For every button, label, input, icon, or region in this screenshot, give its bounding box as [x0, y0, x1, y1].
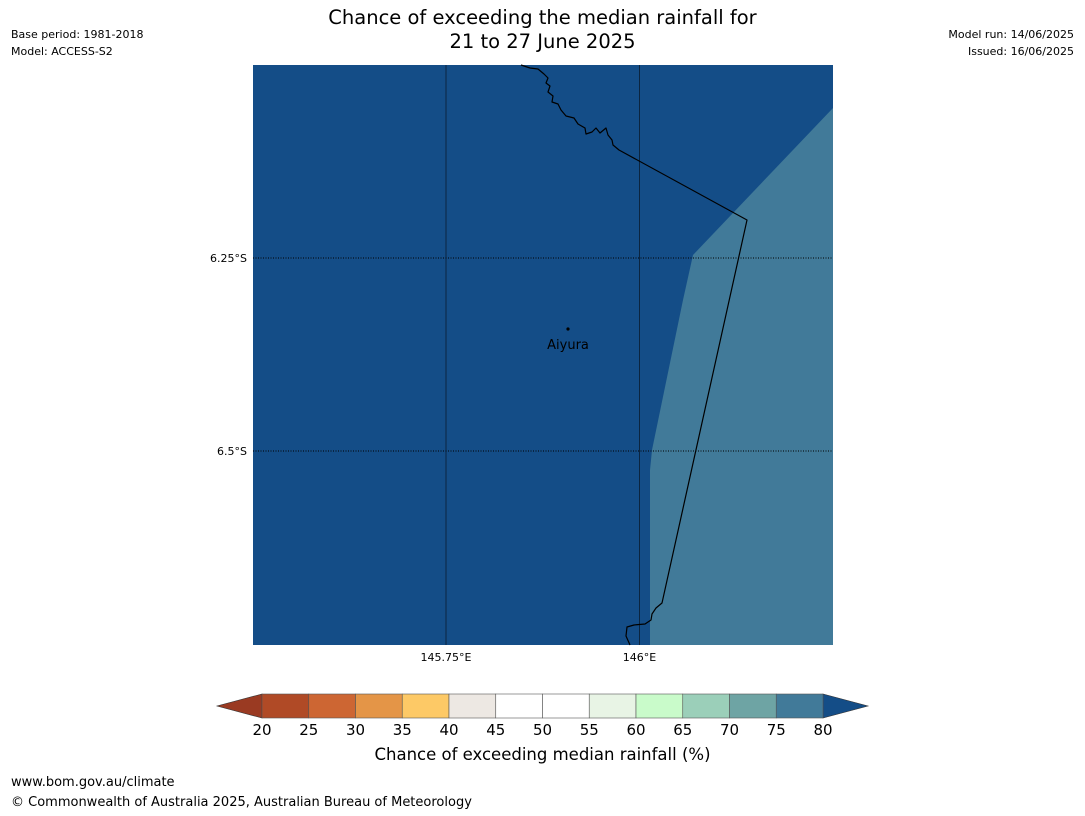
place-marker-dot [566, 327, 570, 331]
colorbar: 20 25 30 35 40 45 50 55 60 65 70 75 80 [215, 693, 870, 739]
colorbar-segment-40-45 [448, 693, 497, 719]
colorbar-label-75: 75 [767, 721, 786, 739]
colorbar-segment-25-30 [308, 693, 356, 719]
colorbar-segment-65-70 [682, 693, 730, 719]
colorbar-segment-20-25 [261, 693, 310, 719]
colorbar-tick-labels: 20 25 30 35 40 45 50 55 60 65 70 75 80 [252, 721, 832, 739]
lon-label-145-75: 145.75°E [421, 651, 472, 664]
probability-zone-70-75 [650, 108, 833, 645]
colorbar-over-triangle [822, 693, 870, 719]
colorbar-segment-70-75 [729, 693, 777, 719]
title-line-2: 21 to 27 June 2025 [449, 30, 636, 53]
title-line-1: Chance of exceeding the median rainfall … [328, 6, 757, 29]
colorbar-title: Chance of exceeding median rainfall (%) [374, 745, 711, 764]
colorbar-label-70: 70 [720, 721, 739, 739]
map-panel: Aiyura [253, 64, 833, 646]
meta-right: Model run: 14/06/2025 Issued: 16/06/2025 [948, 26, 1074, 60]
colorbar-label-35: 35 [393, 721, 412, 739]
model-name: Model: ACCESS-S2 [11, 45, 113, 58]
base-period: Base period: 1981-2018 [11, 28, 144, 41]
colorbar-label-65: 65 [673, 721, 692, 739]
colorbar-label-25: 25 [299, 721, 318, 739]
colorbar-label-30: 30 [346, 721, 365, 739]
colorbar-label-55: 55 [580, 721, 599, 739]
colorbar-label-20: 20 [252, 721, 271, 739]
model-run: Model run: 14/06/2025 [948, 28, 1074, 41]
colorbar-under-triangle [215, 693, 263, 719]
colorbar-segment-50-55 [542, 693, 590, 719]
place-label: Aiyura [547, 338, 589, 353]
issued-date: Issued: 16/06/2025 [967, 45, 1074, 58]
lon-label-146: 146°E [623, 651, 656, 664]
lat-label-6-5: 6.5°S [217, 445, 247, 458]
colorbar-segment-55-60 [588, 693, 637, 719]
colorbar-label-80: 80 [813, 721, 832, 739]
footer-url[interactable]: www.bom.gov.au/climate [11, 775, 175, 790]
province-boundary [520, 64, 748, 646]
colorbar-segment-60-65 [635, 693, 684, 719]
colorbar-segment-30-35 [355, 693, 403, 719]
colorbar-segment-45-50 [495, 693, 543, 719]
colorbar-segments [261, 693, 824, 719]
map-title: Chance of exceeding the median rainfall … [0, 6, 1085, 54]
colorbar-label-50: 50 [533, 721, 552, 739]
footer-copyright: © Commonwealth of Australia 2025, Austra… [11, 795, 472, 810]
colorbar-segment-35-40 [401, 693, 450, 719]
colorbar-label-40: 40 [439, 721, 458, 739]
colorbar-label-45: 45 [486, 721, 505, 739]
meta-left: Base period: 1981-2018 Model: ACCESS-S2 [11, 26, 143, 60]
colorbar-segment-75-80 [775, 693, 824, 719]
colorbar-label-60: 60 [626, 721, 645, 739]
lat-label-6-25: 6.25°S [210, 252, 247, 265]
